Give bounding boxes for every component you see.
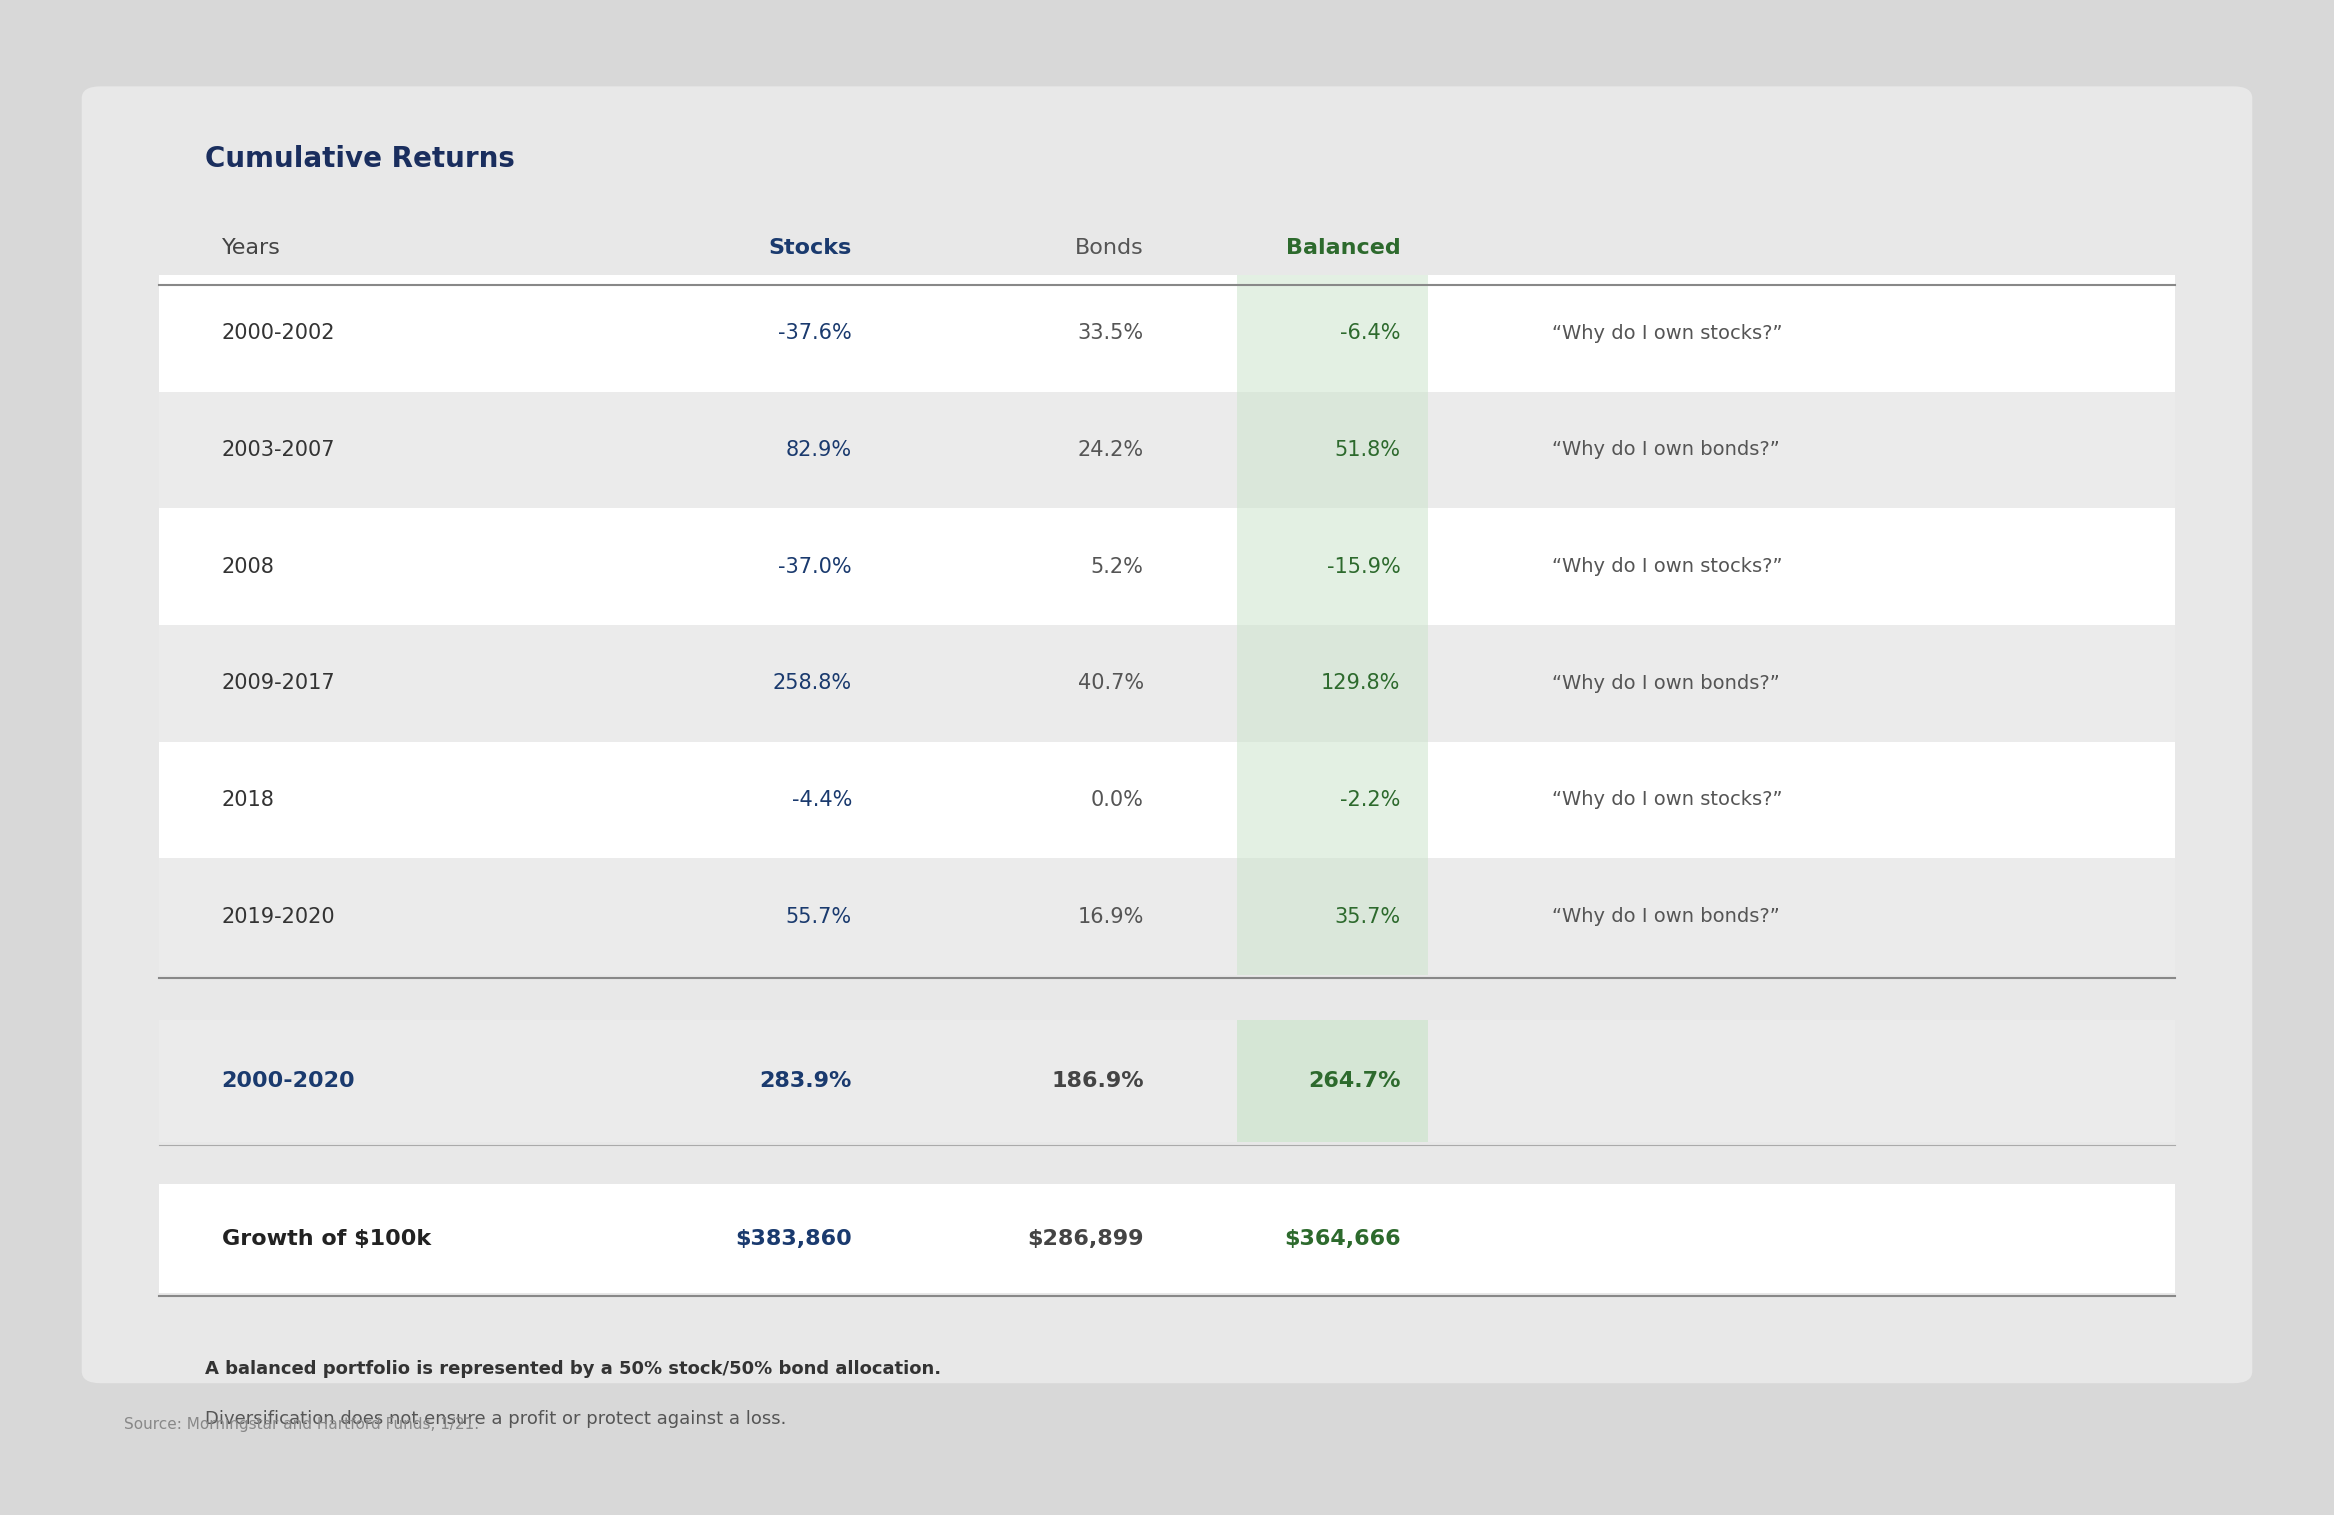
Bar — [1237, 857, 1428, 976]
Bar — [159, 741, 2175, 857]
Text: -37.0%: -37.0% — [777, 556, 852, 577]
Text: 2008: 2008 — [222, 556, 275, 577]
Bar — [1237, 509, 1428, 624]
Text: 186.9%: 186.9% — [1050, 1071, 1144, 1091]
Text: 5.2%: 5.2% — [1090, 556, 1144, 577]
Text: -15.9%: -15.9% — [1326, 556, 1400, 577]
Text: 82.9%: 82.9% — [787, 439, 852, 461]
Text: -2.2%: -2.2% — [1340, 789, 1400, 811]
FancyBboxPatch shape — [82, 86, 2252, 1383]
Text: $286,899: $286,899 — [1027, 1229, 1144, 1248]
Text: -6.4%: -6.4% — [1340, 323, 1400, 344]
Text: 2000-2002: 2000-2002 — [222, 323, 336, 344]
Bar — [159, 509, 2175, 624]
Text: Bonds: Bonds — [1076, 238, 1144, 259]
Bar — [159, 392, 2175, 508]
Text: Years: Years — [222, 238, 280, 259]
Text: 51.8%: 51.8% — [1335, 439, 1400, 461]
Text: 40.7%: 40.7% — [1078, 673, 1144, 694]
Text: Cumulative Returns: Cumulative Returns — [205, 145, 516, 173]
Text: 258.8%: 258.8% — [773, 673, 852, 694]
Text: 2000-2020: 2000-2020 — [222, 1071, 355, 1091]
Text: 283.9%: 283.9% — [759, 1071, 852, 1091]
Bar — [159, 1185, 2175, 1292]
Text: 264.7%: 264.7% — [1307, 1071, 1400, 1091]
Text: $383,860: $383,860 — [735, 1229, 852, 1248]
Bar — [1237, 741, 1428, 857]
Text: “Why do I own stocks?”: “Why do I own stocks?” — [1552, 791, 1783, 809]
Text: -37.6%: -37.6% — [777, 323, 852, 344]
Text: “Why do I own bonds?”: “Why do I own bonds?” — [1552, 441, 1781, 459]
Text: Stocks: Stocks — [768, 238, 852, 259]
Text: 24.2%: 24.2% — [1078, 439, 1144, 461]
Bar — [159, 857, 2175, 976]
Text: Growth of $100k: Growth of $100k — [222, 1229, 432, 1248]
Text: A balanced portfolio is represented by a 50% stock/50% bond allocation.: A balanced portfolio is represented by a… — [205, 1360, 941, 1377]
Text: 2009-2017: 2009-2017 — [222, 673, 336, 694]
Text: 2018: 2018 — [222, 789, 275, 811]
Text: -4.4%: -4.4% — [791, 789, 852, 811]
Bar — [1237, 274, 1428, 391]
Text: Source: Morningstar and Hartford Funds, 1/21.: Source: Morningstar and Hartford Funds, … — [124, 1417, 478, 1432]
Text: $364,666: $364,666 — [1284, 1229, 1400, 1248]
Text: Balanced: Balanced — [1286, 238, 1400, 259]
Bar — [159, 274, 2175, 391]
Text: 16.9%: 16.9% — [1078, 906, 1144, 927]
Text: 33.5%: 33.5% — [1078, 323, 1144, 344]
Bar — [1237, 392, 1428, 508]
Text: “Why do I own bonds?”: “Why do I own bonds?” — [1552, 907, 1781, 926]
Bar — [159, 1021, 2175, 1142]
Text: 2019-2020: 2019-2020 — [222, 906, 336, 927]
Bar — [1237, 624, 1428, 741]
Text: 129.8%: 129.8% — [1321, 673, 1400, 694]
Text: 2003-2007: 2003-2007 — [222, 439, 336, 461]
Bar — [159, 624, 2175, 741]
Bar — [1237, 1021, 1428, 1142]
Text: “Why do I own stocks?”: “Why do I own stocks?” — [1552, 324, 1783, 342]
Text: 55.7%: 55.7% — [787, 906, 852, 927]
Text: 0.0%: 0.0% — [1090, 789, 1144, 811]
Text: 35.7%: 35.7% — [1335, 906, 1400, 927]
Text: “Why do I own bonds?”: “Why do I own bonds?” — [1552, 674, 1781, 692]
Text: Diversification does not ensure a profit or protect against a loss.: Diversification does not ensure a profit… — [205, 1410, 787, 1427]
Text: “Why do I own stocks?”: “Why do I own stocks?” — [1552, 558, 1783, 576]
